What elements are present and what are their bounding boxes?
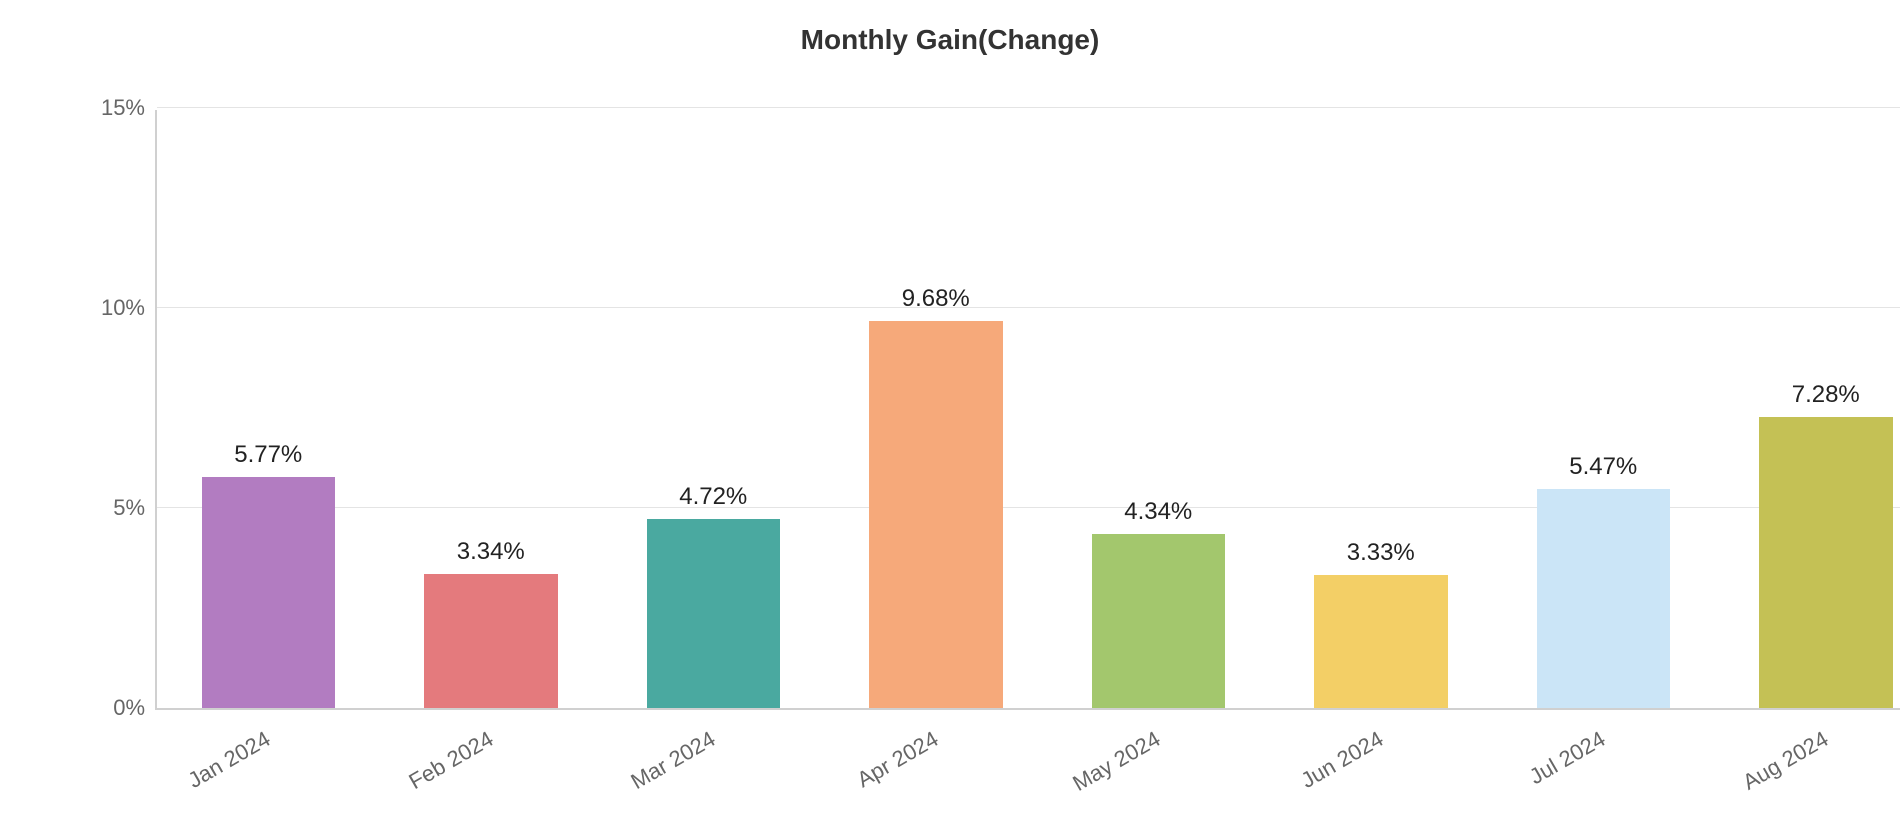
bar-value-label: 5.47% — [1569, 453, 1637, 481]
x-tick-label: Jul 2024 — [1525, 726, 1610, 790]
x-tick-label: May 2024 — [1069, 726, 1166, 797]
bar-value-label: 7.28% — [1792, 381, 1860, 409]
bar: 5.77% — [202, 477, 336, 708]
monthly-gain-chart: Monthly Gain(Change) 0%5%10%15%5.77%Jan … — [0, 0, 1900, 833]
bar-value-label: 3.34% — [457, 538, 525, 566]
plot-area: 0%5%10%15%5.77%Jan 20243.34%Feb 20244.72… — [155, 110, 1900, 710]
bar-value-label: 4.72% — [679, 483, 747, 511]
bar: 4.34% — [1092, 534, 1226, 708]
y-tick-label: 10% — [101, 295, 157, 321]
bar: 3.33% — [1314, 575, 1448, 708]
x-tick-label: Apr 2024 — [852, 726, 942, 793]
bar-value-label: 3.33% — [1347, 539, 1415, 567]
bar-value-label: 9.68% — [902, 285, 970, 313]
y-tick-label: 15% — [101, 95, 157, 121]
x-tick-label: Jan 2024 — [184, 726, 275, 794]
bar-value-label: 4.34% — [1124, 498, 1192, 526]
bar: 7.28% — [1759, 417, 1893, 708]
bar: 3.34% — [424, 574, 558, 708]
bar: 5.47% — [1537, 489, 1671, 708]
y-tick-label: 0% — [113, 695, 157, 721]
x-tick-label: Mar 2024 — [627, 726, 720, 795]
bar: 4.72% — [647, 519, 781, 708]
x-tick-label: Jun 2024 — [1296, 726, 1387, 794]
bar: 9.68% — [869, 321, 1003, 708]
gridline — [157, 307, 1900, 308]
y-tick-label: 5% — [113, 495, 157, 521]
x-tick-label: Aug 2024 — [1738, 726, 1833, 796]
x-tick-label: Feb 2024 — [404, 726, 498, 795]
chart-title: Monthly Gain(Change) — [0, 0, 1900, 56]
bar-value-label: 5.77% — [234, 441, 302, 469]
gridline — [157, 107, 1900, 108]
